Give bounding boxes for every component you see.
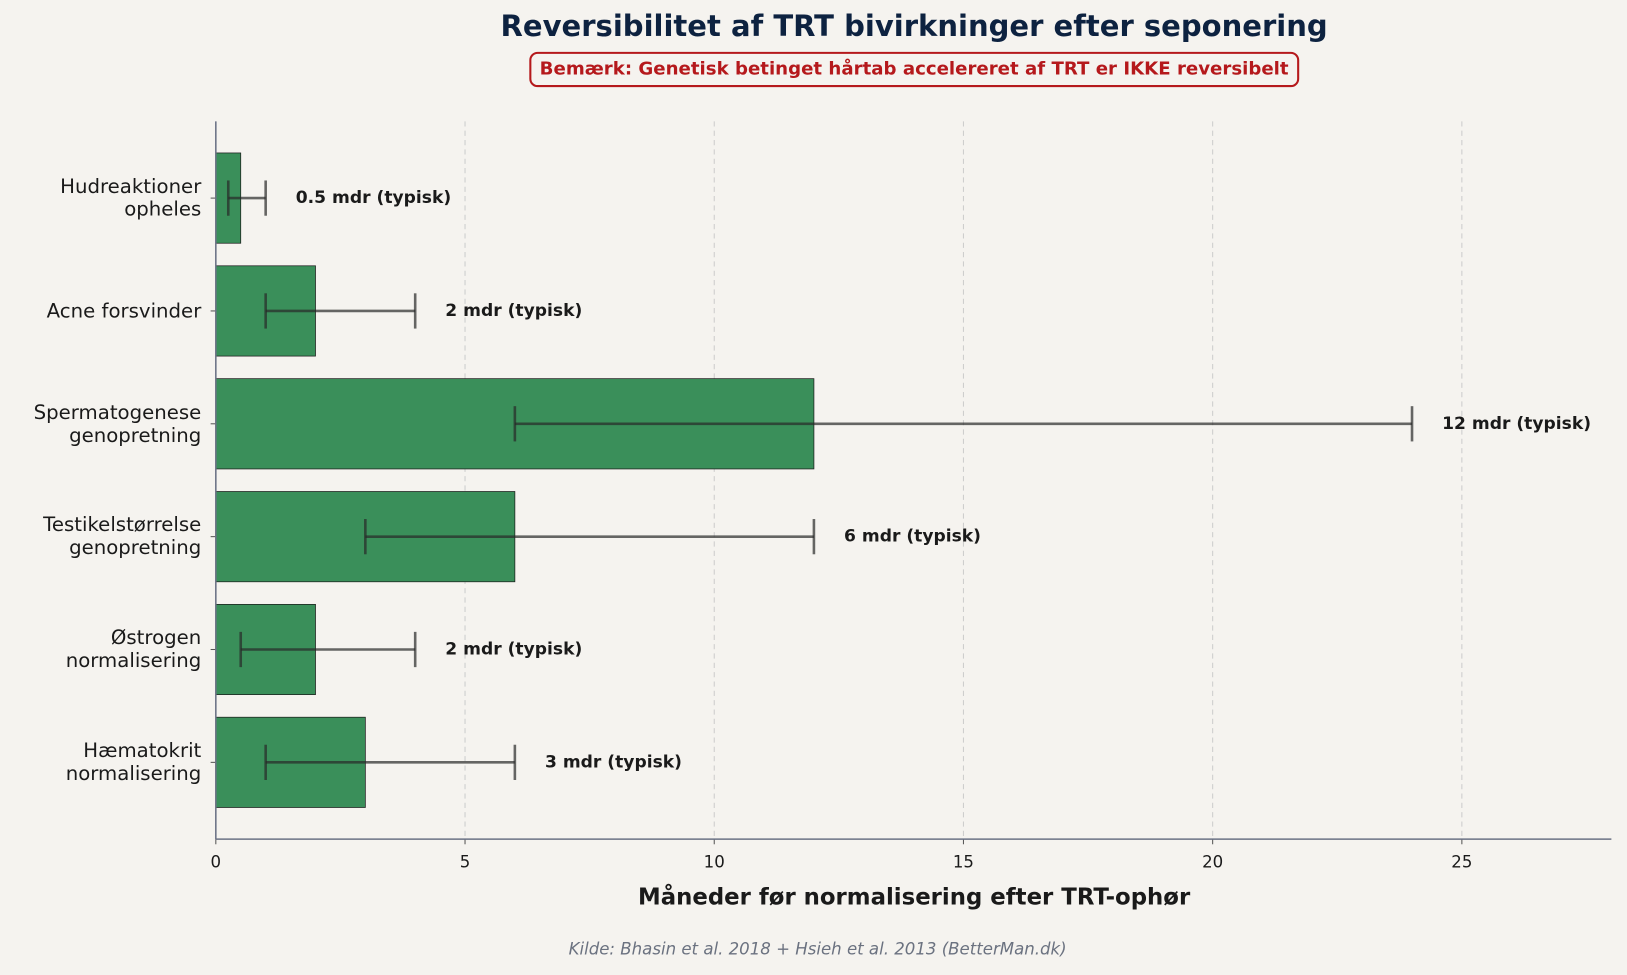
error-bar bbox=[264, 293, 417, 329]
note: Bemærk: Genetisk betinget hårtab acceler… bbox=[529, 51, 1299, 88]
error-bar bbox=[239, 631, 417, 668]
y-tick-label: Acne forsvinder bbox=[46, 299, 202, 323]
y-tick-label: Hæmatokrit normalisering bbox=[65, 739, 202, 786]
data-label: 0.5 mdr (typisk) bbox=[296, 188, 451, 208]
x-tick-label: 0 bbox=[211, 852, 222, 871]
error-bar bbox=[513, 406, 1414, 442]
data-label: 2 mdr (typisk) bbox=[445, 640, 582, 660]
x-tick-label: 5 bbox=[460, 852, 471, 871]
y-tick-label: Spermatogenese genopretning bbox=[33, 400, 202, 447]
error-bar bbox=[364, 519, 816, 555]
x-axis-label: Måneder før normalisering efter TRT-ophø… bbox=[638, 884, 1191, 911]
data-label: 6 mdr (typisk) bbox=[844, 527, 981, 547]
chart-title: Reversibilitet af TRT bivirkninger efter… bbox=[501, 9, 1328, 43]
y-tick-label: Testikelstørrelse genopretning bbox=[43, 513, 202, 560]
source: Kilde: Bhasin et al. 2018 + Hsieh et al.… bbox=[569, 940, 1067, 959]
error-bar bbox=[264, 744, 517, 780]
error-bar bbox=[226, 180, 267, 216]
x-tick-label: 20 bbox=[1202, 852, 1223, 871]
x-tick-label: 15 bbox=[953, 852, 974, 871]
y-tick-label: Hudreaktioner opheles bbox=[60, 175, 202, 221]
x-tick-label: 10 bbox=[704, 852, 725, 871]
y-tick-label: Østrogen normalisering bbox=[65, 626, 202, 673]
x-tick-label: 25 bbox=[1451, 852, 1472, 871]
data-label: 2 mdr (typisk) bbox=[445, 301, 582, 321]
data-label: 12 mdr (typisk) bbox=[1442, 414, 1591, 434]
data-label: 3 mdr (typisk) bbox=[545, 752, 682, 772]
